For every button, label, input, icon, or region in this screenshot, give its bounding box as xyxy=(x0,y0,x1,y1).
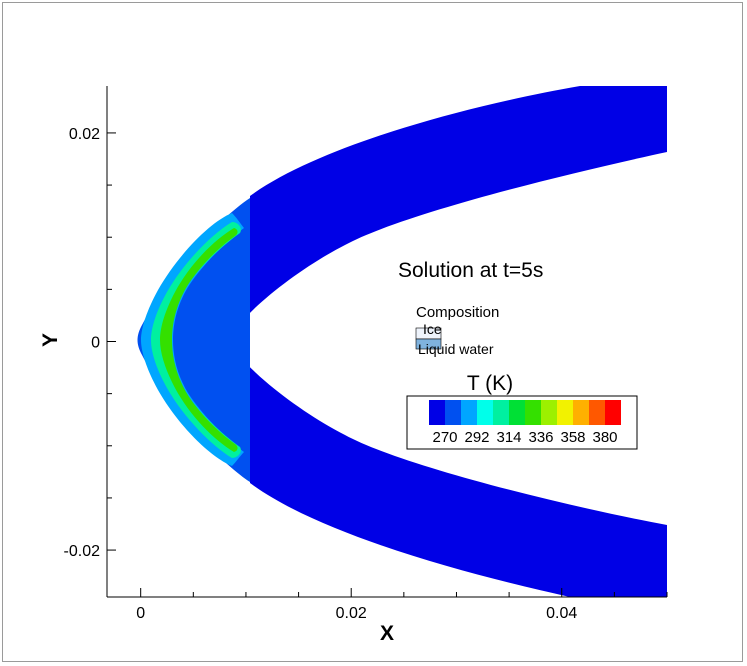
colorbar-cell xyxy=(589,400,605,425)
composition-legend-title: Composition xyxy=(416,304,499,321)
x-tick-label: 0 xyxy=(136,605,145,622)
x-tick-label: 0.02 xyxy=(336,605,367,622)
composition-legend: Composition Ice Liquid water xyxy=(415,304,499,357)
x-tick-label: 0.04 xyxy=(546,605,577,622)
y-axis-ticks: 0.02 0 -0.02 xyxy=(64,126,116,560)
colorbar-cell xyxy=(509,400,525,425)
colorbar-cell xyxy=(557,400,573,425)
colorbar-tick-label: 380 xyxy=(592,429,617,446)
legend-label-liquid-water: Liquid water xyxy=(418,341,494,357)
colorbar-cell xyxy=(541,400,557,425)
colorbar-cell xyxy=(573,400,589,425)
region-outer-layer xyxy=(137,198,250,482)
x-axis-ticks: 0 0.02 0.04 xyxy=(136,588,668,622)
colorbar-cell xyxy=(493,400,509,425)
colorbar-tick-label: 314 xyxy=(496,429,521,446)
colorbar-cell xyxy=(429,400,445,425)
y-tick-label: 0 xyxy=(91,335,100,352)
colorbar-tick-label: 358 xyxy=(560,429,585,446)
y-tick-label: -0.02 xyxy=(64,543,101,560)
colorbar-tick-label: 270 xyxy=(432,429,457,446)
colorbar-cell xyxy=(605,400,621,425)
colorbar-tick-label: 292 xyxy=(464,429,489,446)
colorbar-cells xyxy=(429,400,621,425)
colorbar-cell xyxy=(461,400,477,425)
legend-swatch-liquid-water xyxy=(415,338,442,350)
region-cold-body xyxy=(228,86,667,597)
region-liquid-layer xyxy=(141,213,244,466)
y-axis-label: Y xyxy=(39,333,62,347)
colorbar-cell xyxy=(477,400,493,425)
y-tick-label: 0.02 xyxy=(69,126,100,143)
x-axis-label: X xyxy=(380,622,394,645)
colorbar-tick-label: 336 xyxy=(528,429,553,446)
colorbar-title: T (K) xyxy=(467,372,513,395)
chart-title: Solution at t=5s xyxy=(398,259,543,282)
colorbar-cell xyxy=(525,400,541,425)
legend-label-ice: Ice xyxy=(423,321,442,337)
temperature-colorbar: T (K) 270 292 314 336 358 380 xyxy=(406,372,638,450)
colorbar-labels: 270 292 314 336 358 380 xyxy=(432,429,617,446)
colorbar-cell xyxy=(445,400,461,425)
contour-field xyxy=(137,86,667,597)
